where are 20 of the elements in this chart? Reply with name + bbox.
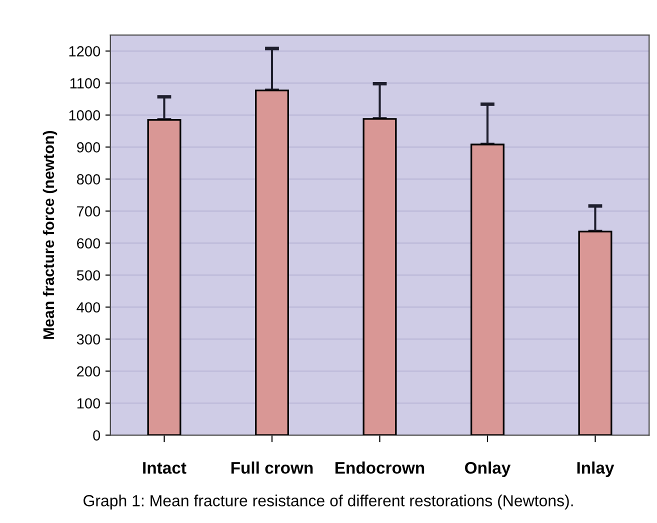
y-tick-label: 900 [77,142,100,152]
y-tick-label: 1200 [69,46,100,56]
x-tick-label: Onlay [465,462,511,478]
caption: Graph 1: Mean fracture resistance of different restorations (Newtons). [84,494,573,510]
y-tick-label: 400 [76,302,100,313]
y-tick-label: 100 [77,398,100,409]
x-tick-label: Intact [143,462,186,474]
y-tick-label: 800 [76,174,100,185]
y-tick-label: 500 [76,270,100,281]
y-tick-label: 300 [76,334,100,345]
y-tick-label: 200 [77,366,100,377]
y-tick-label: 700 [77,206,100,217]
y-tick-label: 600 [77,238,100,249]
y-tick-label: 0 [93,430,100,441]
x-tick-label: Endocrown [335,462,424,474]
x-tick-label: Full crown [231,462,313,474]
x-tick-label: Inlay [577,462,614,478]
y-tick-label: 1100 [70,78,100,88]
y-tick-label: 1000 [69,110,100,120]
y-axis-title: Mean fracture force (newton) [42,131,58,339]
